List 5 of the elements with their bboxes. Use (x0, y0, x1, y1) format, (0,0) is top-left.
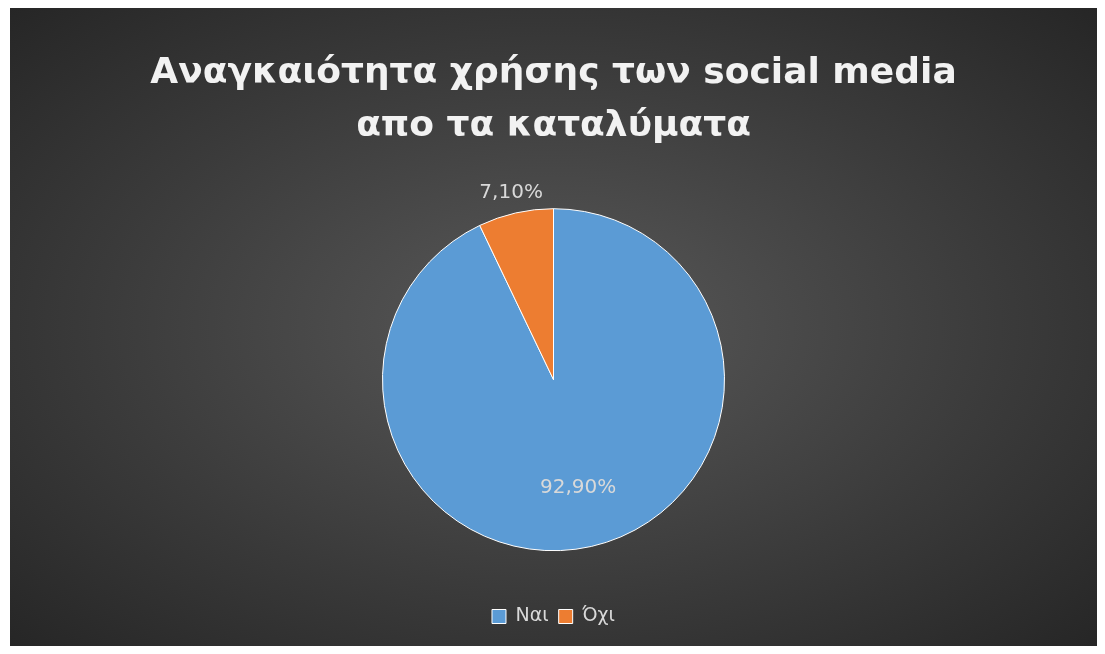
data-label: 92,90% (539, 474, 617, 499)
legend-label: Ναι (515, 603, 549, 626)
legend-label: Όχι (581, 603, 616, 626)
chart-title: Αναγκαιότητα χρήσης των social media απο τα καταλύματα (150, 50, 957, 144)
data-label: 7,10% (479, 179, 543, 204)
